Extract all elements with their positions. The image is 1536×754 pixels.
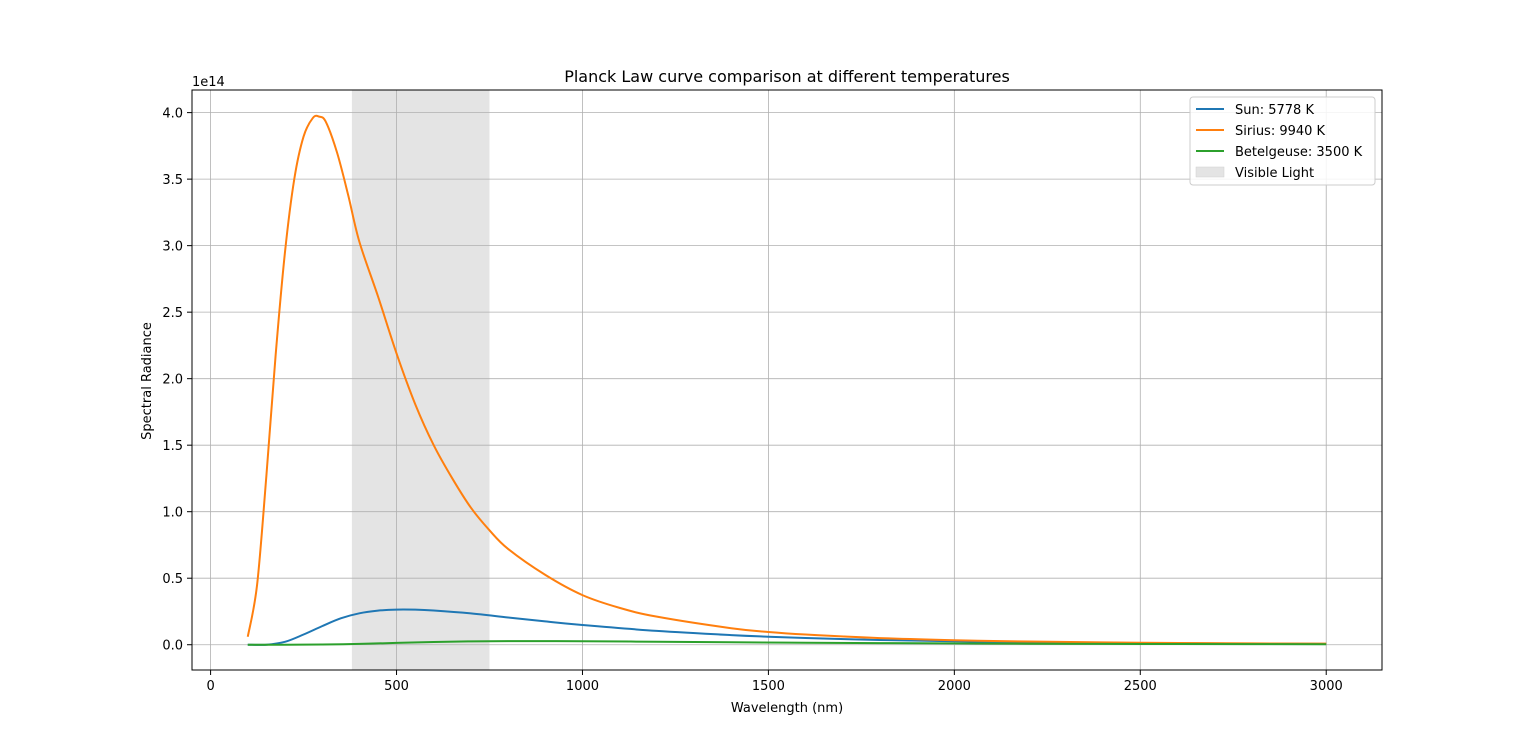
y-tick-label: 0.0 (162, 639, 183, 654)
series-line (246, 114, 1327, 645)
x-tick-label: 0 (206, 679, 214, 694)
chart-title: Planck Law curve comparison at different… (564, 67, 1010, 86)
legend-swatch (1195, 166, 1225, 178)
x-tick-label: 2500 (1124, 679, 1157, 694)
y-tick-label: 3.0 (162, 240, 183, 255)
legend-label: Sirius: 9940 K (1235, 124, 1326, 139)
y-tick-label: 4.0 (162, 107, 183, 122)
plot-area: 0 500 1000 1500 2000 2500 3000 0.0 0.5 1.0 1.5 2.0 2… (162, 89, 1383, 694)
x-tick-label: 2000 (938, 679, 971, 694)
x-tick-label: 500 (384, 679, 409, 694)
x-tick-label: 1500 (752, 679, 785, 694)
y-axis-label: Spectral Radiance (140, 322, 155, 440)
legend-label: Betelgeuse: 3500 K (1235, 145, 1363, 160)
visible-light-band (351, 90, 490, 670)
legend-label: Sun: 5778 K (1235, 103, 1314, 118)
legend-label: Visible Light (1235, 166, 1314, 181)
y-tick-label: 3.5 (162, 173, 183, 188)
series-line (247, 640, 1327, 646)
axes-frame (191, 89, 1383, 671)
y-tick-label: 2.5 (162, 306, 183, 321)
y-tick-label: 0.5 (162, 572, 183, 587)
x-axis-label: Wavelength (nm) (731, 701, 843, 716)
y-tick-label: 1.5 (162, 439, 183, 454)
y-scale-label: 1e14 (192, 75, 225, 90)
y-tick-label: 2.0 (162, 373, 183, 388)
x-tick-label: 3000 (1310, 679, 1343, 694)
y-tick-label: 1.0 (162, 506, 183, 521)
legend: Sun: 5778 K Sirius: 9940 K Betelgeuse: 350… (1189, 96, 1376, 186)
legend-box (1189, 96, 1376, 186)
x-tick-label: 1000 (566, 679, 599, 694)
